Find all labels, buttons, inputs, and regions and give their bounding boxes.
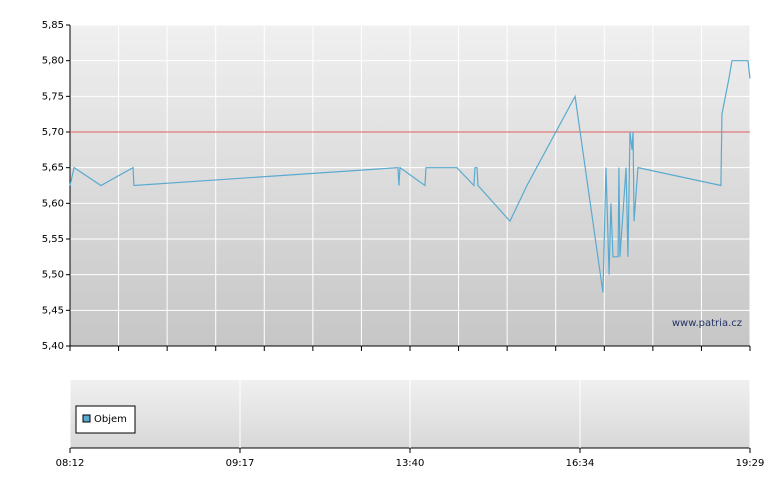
y-tick-label: 5,70 bbox=[42, 127, 64, 138]
y-tick-label: 5,50 bbox=[42, 270, 64, 281]
x-tick-label: 09:17 bbox=[226, 458, 255, 469]
y-tick-label: 5,75 bbox=[42, 91, 64, 102]
x-tick-label: 19:29 bbox=[736, 458, 765, 469]
y-tick-label: 5,85 bbox=[42, 20, 64, 31]
price-line bbox=[69, 60, 751, 293]
legend-label: Objem bbox=[94, 414, 127, 425]
x-tick-label: 08:12 bbox=[56, 458, 85, 469]
y-tick-label: 5,80 bbox=[42, 56, 64, 67]
y-tick-label: 5,45 bbox=[42, 305, 64, 316]
y-tick-label: 5,40 bbox=[42, 341, 64, 352]
y-tick-label: 5,60 bbox=[42, 198, 64, 209]
y-tick-label: 5,65 bbox=[42, 163, 64, 174]
watermark: www.patria.cz bbox=[672, 318, 742, 329]
x-tick-label: 13:40 bbox=[396, 458, 425, 469]
y-tick-label: 5,55 bbox=[42, 234, 64, 245]
x-tick-label: 16:34 bbox=[566, 458, 595, 469]
legend-swatch bbox=[82, 414, 91, 423]
